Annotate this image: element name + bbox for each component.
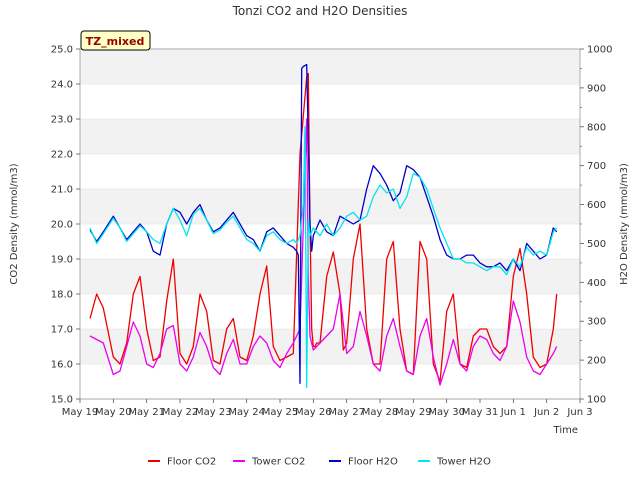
- x-tick-label: Jun 2: [533, 407, 559, 418]
- site-badge-box: [80, 30, 151, 51]
- site-badge: TZ_mixed: [80, 30, 151, 51]
- grid-band: [80, 294, 580, 329]
- y-left-tick-label: 18.0: [51, 290, 73, 301]
- series-line-floor-h2o: [89, 63, 558, 385]
- grid-bands: [80, 48, 580, 400]
- legend: Floor CO2 Tower CO2 Floor H2O Tower H2O: [148, 457, 491, 468]
- y-right-tick-label: 500: [587, 239, 606, 250]
- y-axis-left: 15.0 16.0 17.0 18.0 19.0 20.0 21.0 22.0 23.0 24.0…: [51, 45, 80, 406]
- x-tick-label: May 21: [128, 407, 165, 418]
- x-tick-label: May 22: [162, 407, 199, 418]
- y-right-tick-label: 700: [587, 161, 606, 172]
- y-left-tick-label: 22.0: [51, 150, 73, 161]
- y-left-tick-label: 25.0: [51, 45, 73, 56]
- x-tick-label: May 25: [262, 407, 299, 418]
- y-left-tick-label: 23.0: [51, 115, 73, 126]
- x-tick-label: May 31: [462, 407, 499, 418]
- y-right-tick-label: 400: [587, 278, 606, 289]
- y-right-tick-label: 1000: [587, 45, 612, 56]
- x-axis-label: Time: [553, 425, 578, 436]
- legend-label: Tower H2O: [436, 457, 491, 468]
- y-left-tick-label: 24.0: [51, 80, 73, 91]
- grid-band: [80, 154, 580, 189]
- y-right-tick-label: 100: [587, 395, 606, 406]
- x-tick-label: Jun 1: [500, 407, 526, 418]
- grid-band: [80, 364, 580, 399]
- grid-band: [80, 189, 580, 224]
- y-axis-right-label: H2O Density (mmol/m3): [619, 163, 630, 285]
- series-line-tower-h2o: [89, 126, 558, 388]
- y-left-tick-label: 15.0: [51, 395, 73, 406]
- x-tick-label: May 23: [195, 407, 232, 418]
- y-left-tick-label: 21.0: [51, 185, 73, 196]
- x-tick-label: May 24: [228, 407, 265, 418]
- y-left-tick-label: 20.0: [51, 220, 73, 231]
- x-tick-label: May 29: [395, 407, 432, 418]
- x-tick-label: May 26: [295, 407, 332, 418]
- y-right-tick-label: 300: [587, 317, 606, 328]
- grid-band: [80, 119, 580, 154]
- series-layer: [89, 63, 558, 388]
- y-right-tick-label: 200: [587, 356, 606, 367]
- series-line-tower-co2: [89, 118, 558, 386]
- legend-label: Tower CO2: [251, 457, 305, 468]
- grid-band: [80, 84, 580, 119]
- legend-label: Floor CO2: [167, 457, 216, 468]
- y-right-tick-label: 800: [587, 122, 606, 133]
- x-tick-label: May 30: [428, 407, 465, 418]
- chart-title: Tonzi CO2 and H2O Densities: [232, 4, 408, 18]
- y-left-tick-label: 16.0: [51, 360, 73, 371]
- y-axis-right: 100 200 300 400 500 600 700 800 900 1000: [580, 45, 612, 406]
- x-tick-label: May 27: [328, 407, 365, 418]
- x-tick-label: May 19: [62, 407, 99, 418]
- legend-label: Floor H2O: [348, 457, 398, 468]
- series-line-floor-co2: [89, 72, 558, 383]
- y-right-tick-label: 600: [587, 200, 606, 211]
- y-left-tick-label: 19.0: [51, 255, 73, 266]
- grid-band: [80, 49, 580, 84]
- site-badge-label: TZ_mixed: [86, 35, 145, 48]
- y-right-tick-label: 900: [587, 83, 606, 94]
- y-axis-left-label: CO2 Density (mmol/m3): [9, 163, 20, 284]
- x-tick-label: May 20: [95, 407, 132, 418]
- grid-band: [80, 329, 580, 364]
- y-left-tick-label: 17.0: [51, 325, 73, 336]
- x-tick-label: Jun 3: [566, 407, 592, 418]
- x-tick-label: May 28: [362, 407, 399, 418]
